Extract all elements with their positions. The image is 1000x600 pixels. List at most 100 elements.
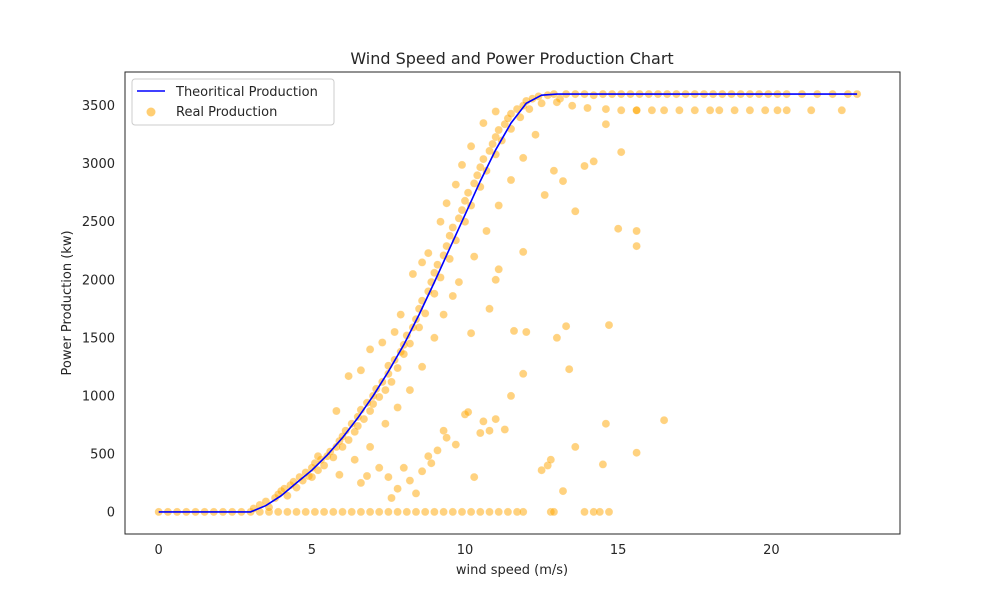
scatter-point — [806, 106, 816, 115]
scatter-point — [442, 433, 451, 442]
scatter-point — [283, 507, 292, 517]
scatter-point — [292, 507, 301, 517]
scatter-point — [571, 442, 580, 452]
y-tick-label: 3000 — [82, 157, 115, 172]
scatter-point — [393, 403, 402, 412]
legend-entry-theoretical: Theoritical Production — [175, 85, 318, 100]
scatter-point — [402, 507, 412, 517]
scatter-point — [595, 507, 605, 517]
scatter-point — [589, 90, 598, 100]
scatter-point — [589, 157, 598, 166]
scatter-point — [613, 224, 623, 233]
scatter-point — [760, 106, 770, 115]
scatter-point — [552, 97, 562, 107]
scatter-point — [417, 258, 427, 267]
scatter-point — [601, 119, 611, 129]
scatter-point — [549, 166, 559, 175]
scatter-point — [485, 426, 494, 435]
scatter-point — [598, 460, 608, 469]
tick-layer: 0 5 10 15 20 0 500 1000 1500 2000 2500 3000 3500 — [82, 99, 780, 558]
scatter-point — [675, 106, 684, 115]
scatter-point — [405, 339, 415, 348]
scatter-point — [546, 455, 556, 464]
scatter-point — [485, 507, 494, 517]
scatter-point — [430, 507, 439, 517]
y-tick-label: 1500 — [82, 331, 115, 346]
scatter-point — [506, 109, 516, 119]
scatter-point — [384, 472, 393, 482]
scatter-point — [479, 417, 488, 426]
scatter-point — [494, 125, 503, 135]
scatter-point — [571, 207, 580, 216]
scatter-point — [518, 507, 528, 517]
chart-title: Wind Speed and Power Production Chart — [350, 49, 673, 68]
scatter-point — [381, 385, 390, 395]
x-tick-label: 15 — [610, 543, 627, 558]
scatter-point — [549, 507, 559, 517]
scatter-point — [479, 154, 488, 164]
scatter-point — [448, 291, 458, 301]
scatter-point — [430, 333, 439, 343]
y-tick-label: 2000 — [82, 273, 115, 288]
scatter-point — [837, 106, 847, 115]
scatter-point — [313, 451, 323, 461]
scatter-point — [601, 419, 611, 428]
x-tick-label: 5 — [308, 543, 316, 558]
scatter-point — [561, 321, 571, 331]
scatter-point — [473, 171, 482, 180]
y-tick-label: 3500 — [82, 99, 115, 114]
legend: Theoritical Production Real Production — [131, 78, 335, 126]
scatter-point — [745, 106, 755, 115]
x-tick-label: 10 — [457, 543, 474, 558]
scatter-point — [365, 406, 375, 416]
scatter-point — [439, 507, 448, 517]
scatter-point — [356, 478, 366, 488]
scatter-point — [445, 231, 454, 240]
scatter-point — [580, 161, 589, 171]
scatter-point — [365, 442, 375, 452]
scatter-point — [531, 130, 540, 139]
scatter-point — [469, 472, 479, 482]
scatter-point — [494, 265, 503, 274]
scatter-point — [424, 248, 433, 258]
scatter-point — [411, 507, 421, 517]
scatter-point — [420, 507, 430, 517]
line-layer — [158, 93, 858, 513]
scatter-point — [715, 106, 724, 115]
scatter-point — [460, 196, 470, 206]
scatter-point — [424, 451, 433, 461]
scatter-point — [374, 392, 384, 402]
scatter-point — [399, 349, 409, 359]
scatter-point — [491, 107, 500, 116]
scatter-point — [485, 146, 494, 156]
scatter-point — [488, 139, 497, 149]
y-axis-label: Power Production (kw) — [60, 230, 75, 375]
scatter-point — [427, 458, 436, 468]
legend-scatter-marker — [146, 107, 156, 117]
scatter-point — [485, 304, 494, 314]
scatter-point — [390, 327, 399, 337]
scatter-point — [420, 309, 430, 318]
scatter-point — [381, 419, 390, 428]
scatter-point — [454, 277, 464, 287]
scatter-point — [448, 223, 458, 232]
scatter-point — [396, 310, 405, 319]
scatter-point — [509, 326, 519, 336]
scatter-point — [491, 414, 500, 424]
scatter-point — [457, 160, 467, 170]
legend-entry-real: Real Production — [176, 105, 277, 120]
scatter-point — [522, 327, 531, 337]
scatter-point — [616, 147, 626, 157]
scatter-point — [393, 484, 402, 493]
scatter-point — [439, 310, 448, 319]
scatter-point — [405, 476, 415, 485]
scatter-point — [338, 507, 347, 517]
legend-box — [131, 78, 335, 126]
scatter-point — [659, 106, 669, 115]
scatter-point — [506, 391, 516, 401]
scatter-point — [503, 507, 513, 517]
scatter-point — [332, 406, 341, 416]
x-axis-label: wind speed (m/s) — [456, 563, 568, 578]
